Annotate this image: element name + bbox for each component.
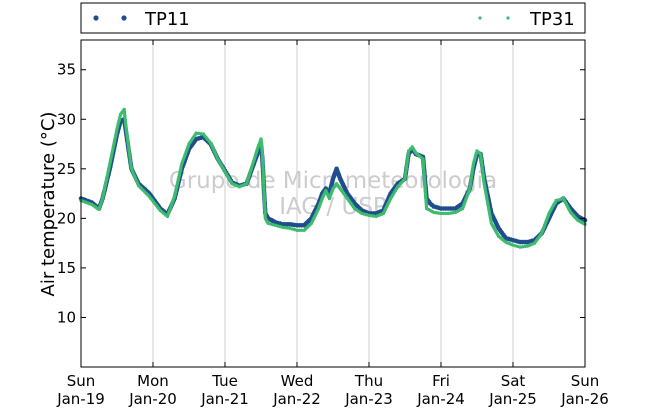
y-tick-label: 35 bbox=[57, 61, 76, 79]
x-tick-label-date: Jan-23 bbox=[344, 390, 393, 408]
y-tick-label: 20 bbox=[57, 209, 76, 227]
x-tick-label-date: Jan-25 bbox=[488, 390, 537, 408]
x-tick-label-date: Jan-19 bbox=[56, 390, 105, 408]
legend-marker-tp11-b bbox=[121, 15, 127, 21]
y-tick-label: 30 bbox=[57, 110, 76, 128]
x-tick-label-day: Fri bbox=[432, 372, 450, 390]
x-tick-label-day: Thu bbox=[354, 372, 383, 390]
legend-box bbox=[80, 2, 586, 34]
data-point-tp31 bbox=[444, 211, 448, 216]
x-tick-label-day: Tue bbox=[211, 372, 238, 390]
x-tick-label-date: Jan-26 bbox=[560, 390, 609, 408]
x-tick-label-day: Mon bbox=[137, 372, 169, 390]
tick-layer: SunJan-19MonJan-20TueJan-21WedJan-22ThuJ… bbox=[56, 40, 609, 408]
x-tick-label-day: Sun bbox=[67, 372, 96, 390]
x-tick-label-date: Jan-24 bbox=[416, 390, 465, 408]
y-tick-label: 10 bbox=[57, 308, 76, 326]
data-point-tp31 bbox=[295, 228, 299, 232]
x-tick-label-day: Wed bbox=[281, 372, 314, 390]
data-point-tp31 bbox=[297, 228, 302, 232]
y-tick-label: 25 bbox=[57, 160, 76, 178]
legend-marker-tp31-b bbox=[506, 16, 510, 20]
grid-layer bbox=[152, 40, 514, 367]
series-layer bbox=[78, 107, 588, 249]
x-tick-label-date: Jan-22 bbox=[272, 390, 321, 408]
series-tp31 bbox=[79, 107, 587, 249]
y-axis-label: Air temperature (°C) bbox=[38, 112, 59, 297]
plot-area bbox=[81, 40, 585, 367]
x-tick-label-day: Sat bbox=[501, 372, 526, 390]
plot-frame bbox=[80, 39, 586, 368]
x-tick-label-day: Sun bbox=[571, 372, 600, 390]
data-point-tp31 bbox=[300, 228, 304, 232]
y-tick-label: 15 bbox=[57, 259, 76, 277]
legend-marker-tp11-a bbox=[93, 15, 99, 21]
data-point-tp31 bbox=[439, 211, 443, 216]
data-point-tp31 bbox=[441, 211, 446, 216]
legend-marker-tp31-a bbox=[478, 16, 482, 20]
legend-label-tp31: TP31 bbox=[529, 9, 575, 30]
x-tick-label-date: Jan-20 bbox=[128, 390, 177, 408]
legend-label-tp11: TP11 bbox=[144, 9, 190, 30]
x-tick-label-date: Jan-21 bbox=[200, 390, 249, 408]
